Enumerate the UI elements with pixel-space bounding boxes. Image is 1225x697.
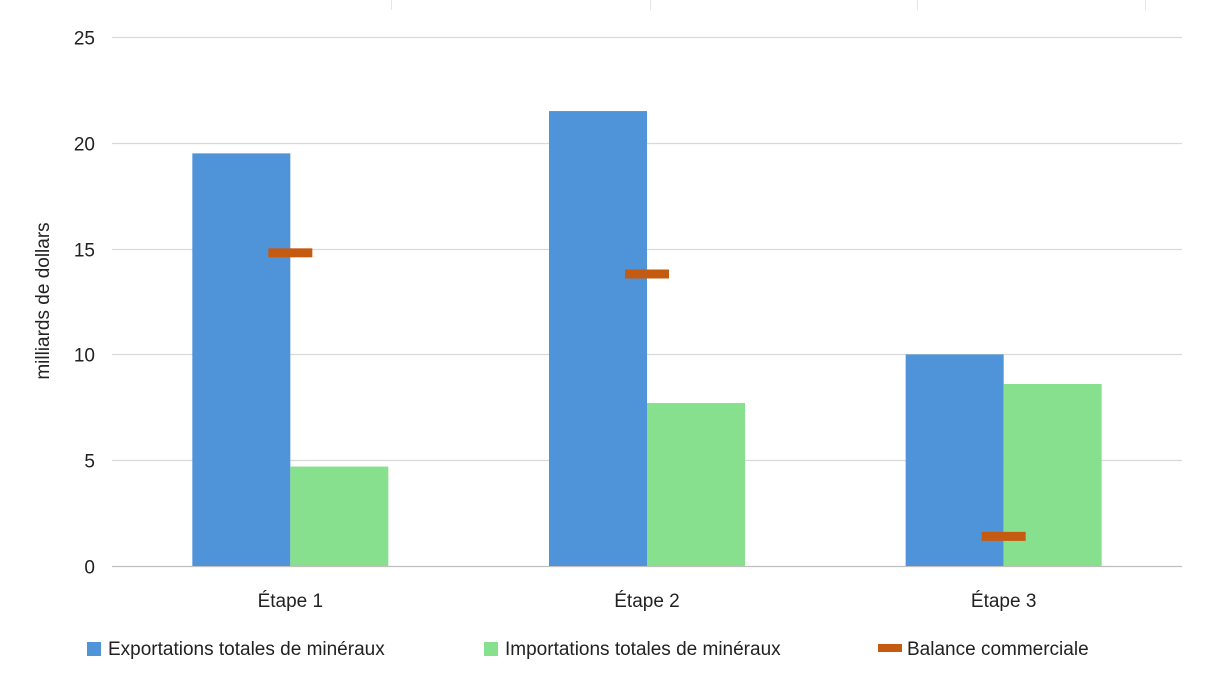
legend-swatch xyxy=(484,642,498,656)
bar-imports xyxy=(647,403,745,566)
bar-exports xyxy=(192,153,291,566)
y-tick-labels: 0 5 10 15 20 25 xyxy=(74,29,95,579)
balance-marker xyxy=(268,248,313,258)
bars xyxy=(192,111,1102,566)
legend-label: Balance commerciale xyxy=(907,639,1089,660)
legend-swatch xyxy=(87,642,101,656)
y-tick-label: 25 xyxy=(74,29,95,50)
y-tick-label: 0 xyxy=(84,558,95,579)
y-axis-label: milliards de dollars xyxy=(33,222,54,379)
legend-label: Exportations totales de minéraux xyxy=(108,639,385,660)
bar-exports xyxy=(905,354,1004,566)
bar-exports xyxy=(549,111,647,566)
y-tick-label: 5 xyxy=(84,452,95,473)
balance-marker xyxy=(625,269,669,279)
x-tick-label: Étape 3 xyxy=(971,591,1037,612)
legend-swatch xyxy=(878,644,902,652)
x-tick-label: Étape 2 xyxy=(614,591,680,612)
y-tick-label: 20 xyxy=(74,135,95,156)
y-tick-label: 10 xyxy=(74,346,95,367)
y-tick-label: 15 xyxy=(74,241,95,262)
legend: Exportations totales de minéraux Importat… xyxy=(87,639,1089,660)
bar-imports xyxy=(290,466,389,566)
balance-marker xyxy=(981,531,1026,541)
x-tick-label: Étape 1 xyxy=(258,591,324,612)
x-tick-labels: Étape 1 Étape 2 Étape 3 xyxy=(258,591,1037,612)
legend-label: Importations totales de minéraux xyxy=(505,639,781,660)
top-edge-lines xyxy=(391,0,1146,10)
